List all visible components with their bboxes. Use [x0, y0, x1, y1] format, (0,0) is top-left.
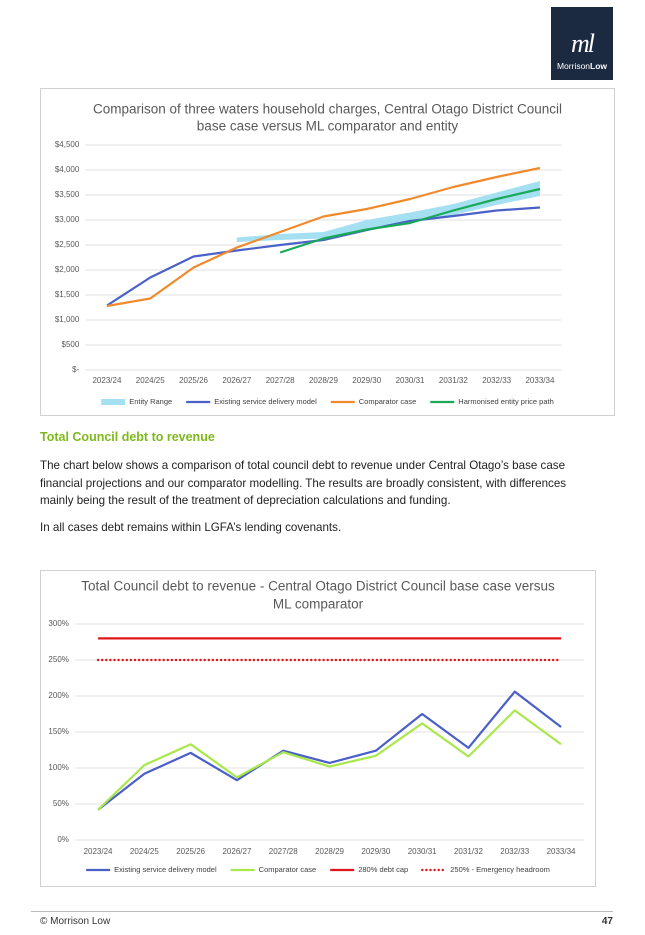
logo-word-bold: Low: [590, 61, 608, 71]
line-series: [106, 206, 541, 307]
x-tick-label: 2024/25: [136, 376, 165, 385]
y-tick-label: $1,000: [55, 315, 80, 324]
line-series: [97, 690, 562, 811]
y-tick-label: $1,500: [55, 290, 80, 299]
legend-label: 280% debt cap: [358, 865, 408, 874]
chart-title: ML comparator: [273, 597, 364, 612]
x-tick-label: 2023/24: [84, 847, 113, 856]
x-tick-label: 2031/32: [439, 376, 468, 385]
chart: Total Council debt to revenue - Central …: [48, 579, 585, 874]
legend-label: Existing service delivery model: [214, 397, 317, 406]
y-tick-label: 150%: [48, 727, 68, 736]
paragraph: In all cases debt remains within LGFA’s …: [40, 521, 342, 534]
logo-word: MorrisonLow: [551, 61, 613, 71]
legend-label: Entity Range: [129, 397, 172, 406]
logo: ml MorrisonLow: [551, 7, 613, 80]
x-tick-label: 2025/26: [176, 847, 205, 856]
y-tick-label: 200%: [48, 691, 68, 700]
chart-title: Total Council debt to revenue - Central …: [81, 579, 555, 594]
x-tick-label: 2024/25: [130, 847, 159, 856]
x-tick-label: 2029/30: [352, 376, 381, 385]
y-tick-label: $500: [62, 340, 80, 349]
y-tick-label: 100%: [48, 763, 68, 772]
y-tick-label: $-: [72, 365, 79, 374]
line-series: [97, 709, 562, 811]
logo-word-regular: Morrison: [556, 61, 591, 71]
logo-monogram: ml: [571, 29, 595, 58]
x-tick-label: 2032/33: [482, 376, 511, 385]
chart-title: base case versus ML comparator and entit…: [197, 119, 459, 134]
footer-rule: [31, 911, 613, 912]
chart-box: Comparison of three waters household cha…: [40, 88, 615, 416]
legend-label: Existing service delivery model: [114, 865, 217, 874]
paragraph: The chart below shows a comparison of to…: [40, 459, 567, 507]
x-tick-label: 2027/28: [266, 376, 295, 385]
y-tick-label: 250%: [48, 655, 68, 664]
chart-box: Total Council debt to revenue - Central …: [40, 570, 596, 887]
chart-title: Comparison of three waters household cha…: [93, 102, 562, 117]
legend-label: Comparator case: [359, 397, 417, 406]
legend-label: Harmonised entity price path: [458, 397, 553, 406]
y-tick-label: $2,000: [55, 265, 80, 274]
y-tick-label: $4,000: [55, 165, 80, 174]
x-tick-label: 2030/31: [396, 376, 425, 385]
line-series: [279, 187, 541, 254]
y-tick-label: 300%: [48, 619, 68, 628]
x-tick-label: 2023/24: [92, 376, 121, 385]
x-tick-label: 2025/26: [179, 376, 208, 385]
x-tick-label: 2031/32: [454, 847, 483, 856]
y-tick-label: $3,000: [55, 215, 80, 224]
page-number: 47: [601, 916, 613, 927]
legend-label: 250% - Emergency headroom: [450, 865, 550, 874]
x-tick-label: 2029/30: [361, 847, 390, 856]
y-tick-label: 0%: [57, 835, 69, 844]
x-tick-label: 2026/27: [222, 376, 251, 385]
section-heading: Total Council debt to revenue: [40, 430, 215, 444]
y-tick-label: $4,500: [55, 140, 80, 149]
legend-label: Comparator case: [259, 865, 317, 874]
x-tick-label: 2028/29: [309, 376, 338, 385]
x-tick-label: 2026/27: [222, 847, 251, 856]
chart: Comparison of three waters household cha…: [55, 102, 562, 406]
y-tick-label: 50%: [53, 799, 69, 808]
line-series: [106, 166, 541, 308]
y-tick-label: $2,500: [55, 240, 80, 249]
x-tick-label: 2027/28: [269, 847, 298, 856]
x-tick-label: 2032/33: [500, 847, 529, 856]
x-tick-label: 2030/31: [408, 847, 437, 856]
footer-text: © Morrison Low: [40, 916, 111, 927]
x-tick-label: 2033/34: [547, 847, 576, 856]
x-tick-label: 2028/29: [315, 847, 344, 856]
y-tick-label: $3,500: [55, 190, 80, 199]
x-tick-label: 2033/34: [525, 376, 554, 385]
